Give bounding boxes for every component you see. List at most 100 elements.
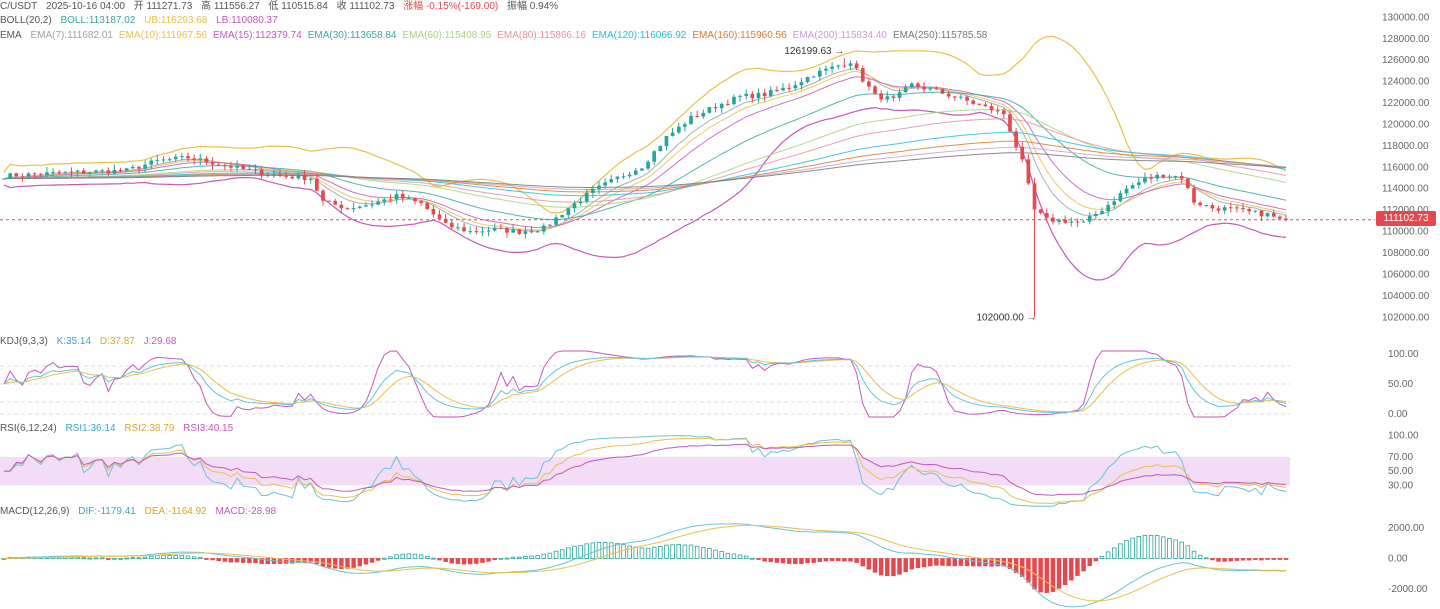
candle-body bbox=[63, 171, 68, 173]
candle-body bbox=[885, 96, 890, 100]
ema-legend-item: EMA(7):111682.01 bbox=[30, 30, 113, 41]
kdj-k-line bbox=[3, 356, 1287, 414]
candle bbox=[897, 89, 902, 102]
candle bbox=[1241, 202, 1245, 213]
macd-bar bbox=[492, 558, 497, 561]
candle-body bbox=[468, 231, 473, 233]
candle-body bbox=[867, 81, 871, 87]
ema-legend-item: EMA(10):111967.56 bbox=[118, 30, 207, 41]
candle-body bbox=[26, 173, 31, 177]
candle bbox=[376, 197, 381, 206]
candle bbox=[873, 84, 877, 95]
candle bbox=[1284, 214, 1288, 222]
candle-body bbox=[1087, 216, 1092, 222]
price-tick-label: 114000.00 bbox=[1382, 184, 1429, 195]
candle-body bbox=[505, 227, 509, 233]
ema-legend-item: EMA(60):115408.95 bbox=[402, 30, 492, 41]
macd-bar bbox=[461, 558, 467, 565]
candle bbox=[554, 214, 558, 227]
candle bbox=[787, 83, 791, 92]
macd-bar bbox=[940, 558, 945, 566]
macd-bar bbox=[658, 546, 663, 559]
candle-body bbox=[94, 170, 98, 173]
macd-bar bbox=[811, 558, 816, 563]
macd-bar bbox=[701, 547, 706, 559]
candle bbox=[842, 58, 847, 68]
macd-bar bbox=[866, 558, 872, 570]
candle-body bbox=[793, 85, 798, 89]
macd-bar bbox=[431, 557, 436, 560]
candle bbox=[357, 205, 362, 209]
ema-legend-item: EMA(200):115834.40 bbox=[792, 30, 887, 41]
candle-body bbox=[775, 90, 779, 92]
macd-bar bbox=[124, 557, 129, 560]
macd-bar bbox=[351, 558, 356, 568]
candle-body bbox=[946, 93, 951, 97]
candle bbox=[903, 84, 908, 94]
candle-body bbox=[640, 168, 644, 171]
candle-body bbox=[241, 165, 246, 169]
macd-bar bbox=[995, 558, 1000, 567]
candle-body bbox=[811, 76, 816, 78]
candle-body bbox=[1192, 188, 1196, 203]
candle-body bbox=[437, 214, 442, 219]
macd-bar bbox=[878, 558, 884, 576]
macd-bar bbox=[1081, 558, 1086, 572]
candle bbox=[511, 224, 515, 233]
candle-body bbox=[1136, 182, 1141, 186]
price-tick-label: 130000.00 bbox=[1382, 12, 1430, 23]
candle bbox=[333, 198, 338, 205]
macd-bar bbox=[1210, 558, 1215, 561]
candle bbox=[468, 226, 473, 235]
candle bbox=[836, 64, 841, 70]
ema-legend-item: EMA(250):115785.58 bbox=[893, 30, 988, 41]
candle bbox=[1038, 208, 1043, 215]
candle-body bbox=[1253, 210, 1258, 212]
macd-bar bbox=[1056, 558, 1062, 589]
macd-bar bbox=[848, 558, 853, 562]
candle-body bbox=[88, 172, 92, 174]
macd-bar bbox=[1154, 535, 1160, 559]
candle bbox=[578, 197, 583, 206]
candle bbox=[670, 127, 675, 137]
candle bbox=[1044, 208, 1049, 223]
candle-body bbox=[161, 159, 166, 161]
candle bbox=[977, 103, 982, 106]
candle bbox=[867, 77, 871, 91]
candle-body bbox=[1075, 221, 1080, 223]
candle bbox=[517, 228, 522, 236]
macd-bar bbox=[1038, 558, 1043, 593]
macd-bar bbox=[1167, 537, 1172, 559]
candle bbox=[1008, 110, 1012, 133]
candle bbox=[1278, 215, 1282, 220]
low-marker: 102000.00 → bbox=[977, 312, 1037, 323]
macd-bar bbox=[106, 558, 111, 560]
rsi-panel bbox=[4, 435, 1287, 507]
macd-bar bbox=[835, 558, 841, 561]
macd-bar bbox=[615, 543, 620, 559]
macd-bar bbox=[609, 542, 614, 559]
boll-upper bbox=[3, 35, 1287, 214]
candle-body bbox=[842, 65, 847, 67]
candle-body bbox=[20, 176, 25, 178]
macd-bar bbox=[1204, 557, 1209, 560]
candle-body bbox=[259, 169, 264, 176]
candle-body bbox=[167, 159, 172, 161]
candle-body bbox=[768, 90, 773, 97]
macd-bar bbox=[1185, 545, 1191, 559]
candle-body bbox=[916, 83, 920, 87]
macd-bar bbox=[437, 558, 442, 561]
macd-bar bbox=[817, 558, 823, 562]
candle-body bbox=[474, 231, 479, 233]
candle-body bbox=[431, 209, 436, 215]
macd-bar bbox=[234, 558, 240, 563]
ema-legend-item: EMA(80):115866.16 bbox=[497, 30, 587, 41]
candle bbox=[548, 224, 552, 228]
candle-body bbox=[676, 126, 681, 133]
candle-body bbox=[1179, 176, 1184, 179]
rsi3: RSI3:40.15 bbox=[183, 423, 234, 434]
candle bbox=[1155, 171, 1160, 182]
candle bbox=[1192, 184, 1196, 205]
macd-bar bbox=[326, 558, 332, 568]
